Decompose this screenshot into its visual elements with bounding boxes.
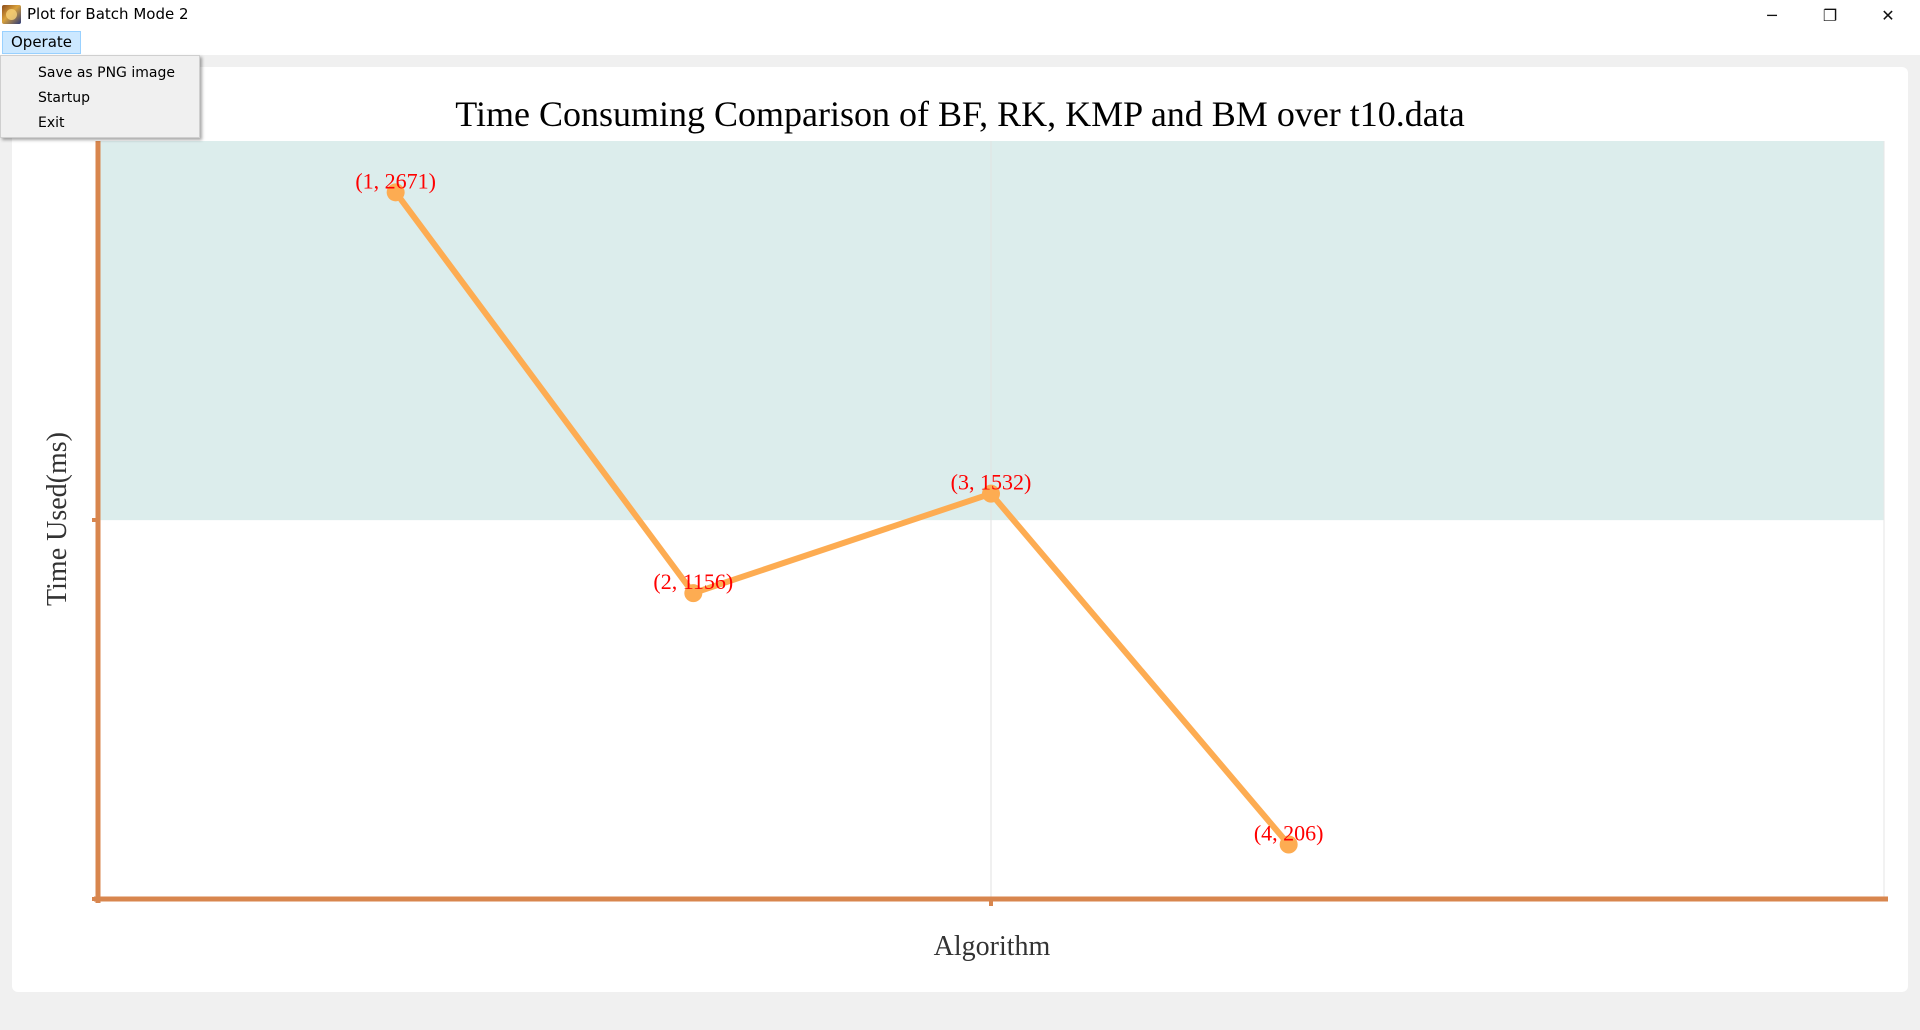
menu-bar: Operate [0,30,1920,55]
menu-item-exit[interactable]: Exit [38,115,65,131]
menu-item-save-png[interactable]: Save as PNG image [38,65,175,81]
menu-item-startup[interactable]: Startup [38,90,90,106]
app-icon [2,5,21,24]
restore-icon: ❐ [1822,5,1838,25]
restore-button[interactable]: ❐ [1801,0,1859,30]
minimize-icon: ─ [1767,5,1777,25]
data-label: (2, 1156) [653,569,733,594]
y-axis-label: Time Used(ms) [42,432,73,606]
series-line [392,189,1292,848]
minimize-button[interactable]: ─ [1743,0,1801,30]
window-title: Plot for Batch Mode 2 [27,5,189,23]
data-point [1279,835,1298,854]
close-icon: ✕ [1881,5,1895,25]
data-label: (4, 206) [1254,820,1324,845]
chart-title: Time Consuming Comparison of BF, RK, KMP… [455,94,1465,134]
data-label: (1, 2671) [355,168,436,193]
x-axis-label: Algorithm [934,931,1051,962]
operate-dropdown-menu: Save as PNG image Startup Exit [0,55,200,138]
data-point [684,584,703,603]
data-point [386,183,405,202]
menu-operate[interactable]: Operate [2,31,82,54]
close-button[interactable]: ✕ [1859,0,1917,30]
title-bar: Plot for Batch Mode 2 ─ ❐ ✕ [0,0,1920,30]
data-point [982,484,1000,503]
data-label: (3, 1532) [951,470,1032,495]
